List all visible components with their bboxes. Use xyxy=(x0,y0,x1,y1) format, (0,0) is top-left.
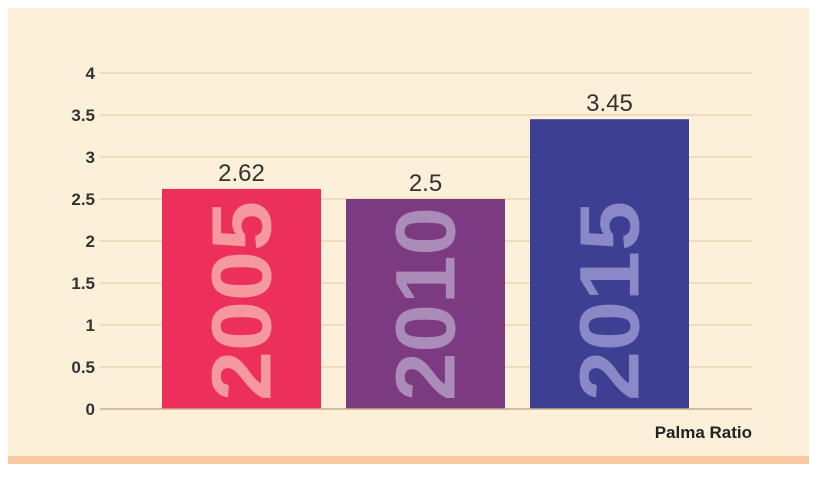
y-tick-label: 4 xyxy=(86,64,96,83)
footer-band xyxy=(8,456,809,464)
bar-2015 xyxy=(530,119,689,409)
bar-2010 xyxy=(346,199,505,409)
bars: 2005 2010 2015 xyxy=(162,119,689,409)
y-tick-label: 3 xyxy=(86,148,95,167)
y-tick-label: 2.5 xyxy=(71,190,95,209)
y-tick-label: 1 xyxy=(86,316,95,335)
value-label: 3.45 xyxy=(586,90,633,117)
y-tick-label: 0.5 xyxy=(71,358,95,377)
y-axis-ticks: 0 0.5 1 1.5 2 2.5 3 3.5 4 xyxy=(71,64,95,419)
bar-2005 xyxy=(162,188,321,409)
value-labels: 2.62 2.5 3.45 xyxy=(218,90,633,197)
y-tick-label: 3.5 xyxy=(71,106,95,125)
bar-category-label: 2010 xyxy=(379,207,473,401)
bar-category-label: 2015 xyxy=(563,201,657,401)
value-label: 2.62 xyxy=(218,160,265,187)
y-tick-label: 0 xyxy=(86,400,95,419)
value-label: 2.5 xyxy=(409,170,442,197)
x-axis-title: Palma Ratio xyxy=(655,423,752,442)
bar-category-label: 2005 xyxy=(195,201,289,401)
y-tick-label: 2 xyxy=(86,232,95,251)
y-tick-label: 1.5 xyxy=(71,274,95,293)
